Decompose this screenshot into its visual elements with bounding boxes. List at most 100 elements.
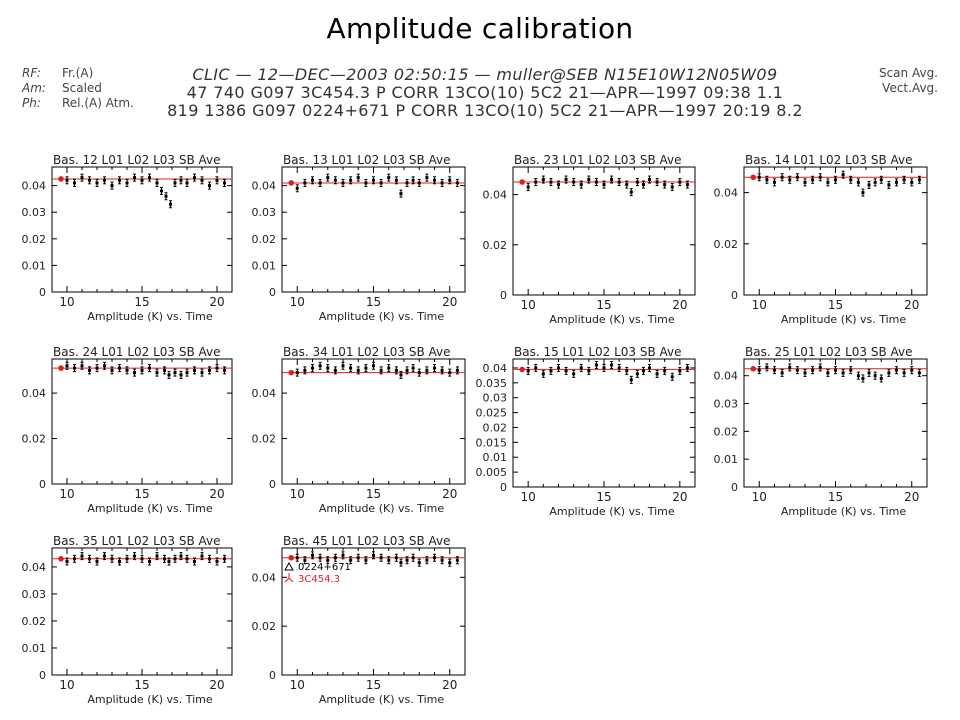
data-point	[425, 173, 429, 182]
marker	[879, 178, 883, 182]
marker	[318, 181, 322, 185]
marker	[95, 560, 99, 564]
marker	[803, 371, 807, 375]
marker	[579, 366, 583, 370]
marker	[333, 368, 337, 372]
y-tick-label: 0.04	[252, 180, 277, 193]
y-tick-label: 0.02	[483, 239, 508, 252]
data-point	[411, 364, 415, 373]
marker	[635, 372, 639, 376]
chart-title: Bas. 14 L01 L02 L03 SB Ave	[745, 153, 913, 167]
header-info-line: CLIC — 12—DEC—2003 02:50:15 — muller@SEB…	[192, 65, 778, 84]
data-point	[849, 175, 853, 184]
marker	[534, 366, 538, 370]
marker	[215, 178, 219, 182]
x-tick-label: 20	[904, 298, 919, 312]
marker	[663, 183, 667, 187]
marker	[140, 368, 144, 372]
x-axis-label: Amplitude (K) vs. Time	[87, 693, 213, 706]
marker	[399, 561, 403, 565]
marker	[173, 181, 177, 185]
x-tick-label: 20	[209, 295, 224, 309]
data-point	[125, 366, 129, 375]
data-point	[849, 366, 853, 375]
data-point	[602, 363, 606, 372]
chart-title: Bas. 34 L01 L02 L03 SB Ave	[283, 345, 451, 359]
data-point	[902, 175, 906, 184]
data-point	[526, 183, 530, 192]
chart-panel: Bas. 15 L01 L02 L03 SB Ave 0 0.005 0.01 0.01…	[476, 345, 696, 518]
data-point	[95, 178, 99, 187]
marker	[773, 180, 776, 184]
marker	[417, 181, 421, 185]
marker	[425, 558, 429, 562]
data-point	[200, 176, 204, 185]
marker	[311, 178, 314, 182]
y-tick-label: 0.015	[476, 436, 508, 449]
marker	[311, 366, 314, 370]
data-point	[856, 178, 860, 187]
marker	[795, 175, 799, 179]
marker	[110, 368, 114, 372]
marker	[208, 184, 211, 188]
data-point	[387, 556, 391, 565]
marker	[440, 558, 444, 562]
marker	[910, 180, 914, 184]
header-param-rf: RF: Fr.(A)	[22, 66, 134, 81]
marker	[405, 368, 409, 372]
y-tick-label: 0.02	[252, 620, 277, 633]
marker	[155, 554, 159, 558]
marker	[318, 364, 322, 368]
data-point	[417, 178, 421, 187]
marker	[318, 556, 322, 560]
marker	[169, 202, 172, 206]
marker	[773, 368, 776, 372]
marker	[587, 178, 591, 182]
data-point	[455, 556, 459, 565]
data-point	[125, 178, 129, 187]
marker	[88, 368, 91, 372]
y-tick-label: 0	[500, 481, 507, 494]
marker	[910, 368, 914, 372]
y-tick-label: 0	[269, 478, 276, 491]
marker	[572, 180, 576, 184]
marker	[379, 368, 383, 372]
data-point	[394, 176, 398, 185]
data-point	[564, 366, 568, 375]
marker	[849, 368, 853, 372]
marker	[215, 366, 219, 370]
data-point	[579, 363, 583, 372]
marker	[849, 178, 853, 182]
chart-title: Bas. 24 L01 L02 L03 SB Ave	[53, 345, 221, 359]
marker	[95, 181, 99, 185]
marker	[103, 178, 106, 182]
marker	[80, 364, 84, 368]
marker	[356, 368, 360, 372]
chart-frame	[743, 358, 928, 488]
data-point	[173, 554, 177, 563]
data-point	[757, 366, 761, 375]
data-point	[140, 554, 144, 563]
marker	[133, 176, 136, 180]
data-point	[155, 552, 159, 561]
data-point	[803, 178, 807, 187]
marker	[372, 364, 375, 368]
x-tick-label: 10	[290, 487, 305, 501]
header-params: RF: Fr.(A) Am: Scaled Ph: Rel.(A) Atm.	[22, 66, 134, 111]
marker	[757, 175, 761, 179]
data-point	[641, 180, 645, 189]
marker	[167, 560, 171, 564]
marker	[594, 363, 598, 367]
marker	[594, 180, 598, 184]
calibrator-point	[519, 179, 525, 185]
data-point	[448, 368, 452, 377]
data-point	[215, 557, 219, 566]
data-point	[411, 176, 415, 185]
marker	[811, 178, 815, 182]
data-point	[602, 180, 606, 189]
x-tick-label: 10	[752, 298, 767, 312]
data-point	[311, 364, 314, 373]
marker	[118, 366, 121, 370]
data-point	[173, 368, 177, 377]
marker	[303, 558, 307, 562]
